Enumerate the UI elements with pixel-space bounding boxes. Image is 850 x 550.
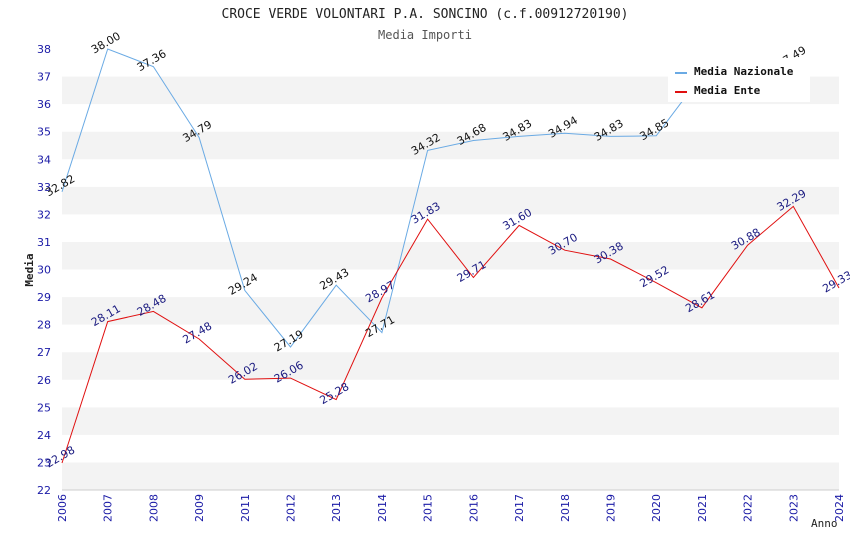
- x-tick-label: 2007: [102, 494, 115, 522]
- x-tick-label: 2009: [193, 494, 206, 522]
- x-tick-label: 2021: [696, 494, 709, 522]
- grid-band: [62, 379, 839, 408]
- chart-title: CROCE VERDE VOLONTARI P.A. SONCINO (c.f.…: [222, 7, 629, 22]
- y-tick-label: 36: [37, 98, 51, 111]
- y-tick-label: 33: [37, 181, 51, 194]
- grid-band: [62, 297, 839, 325]
- grid-band: [62, 434, 839, 463]
- x-tick-label: 2016: [467, 494, 480, 522]
- y-tick-label: 32: [37, 208, 51, 221]
- grid-band: [62, 186, 839, 215]
- y-tick-label: 23: [37, 456, 51, 469]
- grid-band: [62, 131, 839, 160]
- y-tick-label: 22: [37, 484, 51, 497]
- y-tick-label: 28: [37, 319, 51, 332]
- x-tick-label: 2023: [787, 494, 800, 522]
- y-tick-label: 27: [37, 346, 51, 359]
- y-tick-label: 37: [37, 71, 51, 84]
- series-line-1: [61, 205, 840, 464]
- x-tick-label: 2011: [239, 494, 252, 522]
- x-tick-label: 2012: [285, 494, 298, 522]
- series-lines: [61, 49, 840, 464]
- x-tick-labels: 2006 2007 2008 2009 2011 2012 2013 2014 2015 2016…: [56, 494, 846, 522]
- grid-band: [62, 214, 839, 242]
- grid-band: [62, 407, 839, 435]
- y-tick-labels: 22 23 24 25 26 27 28 29 30 31 32 33 34 35 36 37 38: [37, 43, 51, 497]
- y-tick-label: 30: [37, 264, 51, 277]
- y-axis-label: Media: [23, 253, 36, 286]
- grid-band: [62, 352, 839, 380]
- grid-band: [62, 462, 839, 490]
- grid-band: [62, 269, 839, 298]
- legend: Media Nazionale Media Ente: [668, 58, 810, 102]
- y-tick-label: 29: [37, 291, 51, 304]
- grid-bands: [62, 49, 839, 490]
- x-tick-label: 2020: [650, 494, 663, 522]
- grid-band: [62, 159, 839, 187]
- y-tick-label: 34: [37, 153, 51, 166]
- y-tick-label: 31: [37, 236, 51, 249]
- legend-box: [668, 58, 810, 102]
- x-tick-label: 2019: [604, 494, 617, 522]
- y-tick-label: 35: [37, 126, 51, 139]
- chart-subtitle: Media Importi: [378, 28, 472, 42]
- legend-label-nazionale: Media Nazionale: [694, 65, 794, 78]
- y-tick-label: 38: [37, 43, 51, 56]
- x-axis-label: Anno: [811, 517, 838, 530]
- x-tick-label: 2015: [422, 494, 435, 522]
- grid-band: [62, 324, 839, 353]
- x-tick-label: 2013: [330, 494, 343, 522]
- x-tick-label: 2024: [833, 494, 846, 522]
- x-tick-label: 2017: [513, 494, 526, 522]
- legend-label-ente: Media Ente: [694, 84, 761, 97]
- y-tick-label: 25: [37, 401, 51, 414]
- y-tick-label: 24: [37, 429, 51, 442]
- grid-band: [62, 104, 839, 132]
- x-tick-label: 2008: [147, 494, 160, 522]
- y-tick-label: 26: [37, 374, 51, 387]
- x-tick-label: 2022: [742, 494, 755, 522]
- x-tick-label: 2006: [56, 494, 69, 522]
- grid-band: [62, 241, 839, 270]
- x-tick-label: 2014: [376, 494, 389, 522]
- x-tick-label: 2018: [559, 494, 572, 522]
